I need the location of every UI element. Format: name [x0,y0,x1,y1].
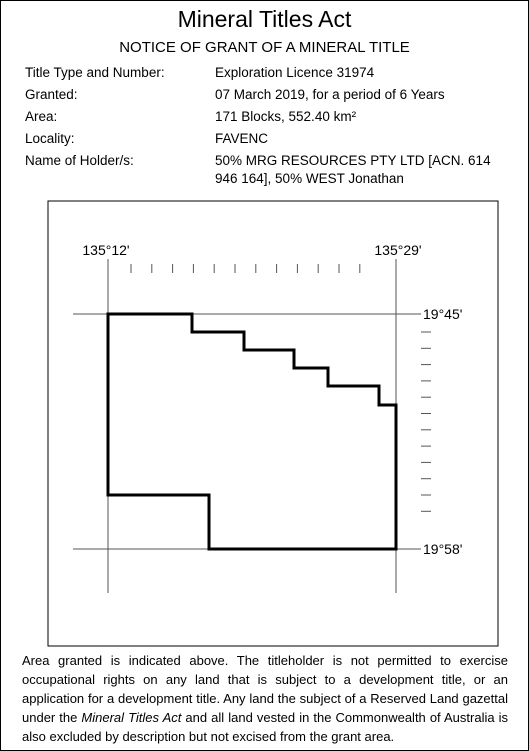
field-label: Locality: [25,131,75,146]
longitude-label: 135°12' [82,242,129,258]
map-frame [47,200,499,647]
title-boundary [106,312,398,551]
field-value: 171 Blocks, 552.40 km² [215,109,357,124]
longitude-label: 135°29' [374,242,421,258]
field-label: Title Type and Number: [25,65,165,80]
field-value: 50% MRG RESOURCES PTY LTD [ACN. 614 946 … [215,153,491,186]
footer-text: Area granted is indicated above. The tit… [22,653,508,725]
field-value: Exploration Licence 31974 [215,65,375,80]
subtitle: NOTICE OF GRANT OF A MINERAL TITLE [119,39,410,56]
footer-italic: Mineral Titles Act [81,710,182,725]
title: Mineral Titles Act [177,6,352,32]
footer-text: and all land vested in the Commonwealth … [22,710,509,744]
field-label: Name of Holder/s: [25,153,134,168]
field-label: Granted: [25,87,78,102]
field-value: FAVENC [215,131,269,146]
grid [73,259,431,593]
field-label: Area: [25,109,58,124]
map: 135°12' 135°29' 19°45' 19°58' [47,200,499,647]
footer-note: Area granted is indicated above. The tit… [22,651,508,746]
latitude-label: 19°58' [423,541,462,557]
latitude-label: 19°45' [423,306,462,322]
field-value: 07 March 2019, for a period of 6 Years [215,87,445,102]
